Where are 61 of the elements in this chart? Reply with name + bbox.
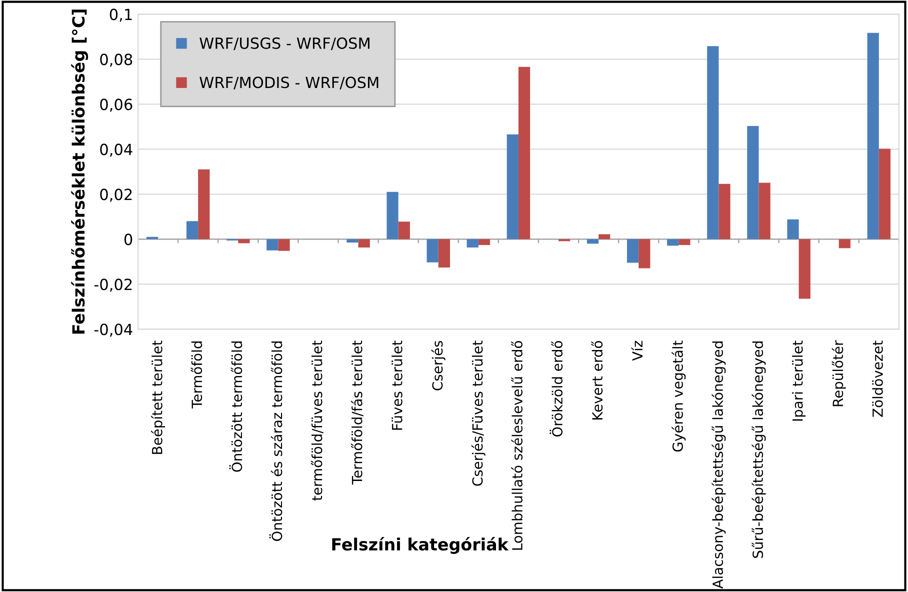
- bar: [386, 192, 398, 240]
- bar: [798, 239, 810, 299]
- bar: [707, 46, 719, 240]
- y-tick-label: -0,02: [94, 278, 132, 292]
- x-tick-label: Termőföld: [190, 342, 202, 409]
- x-tick-label: Ipari terület: [792, 340, 806, 421]
- bar: [438, 239, 450, 268]
- x-tick-label: Lombhullató széleslevelű erdő: [511, 341, 522, 550]
- bar: [506, 134, 518, 240]
- bar: [787, 219, 799, 240]
- x-tick-label: Örökzöld erdő: [550, 341, 563, 437]
- bar: [626, 239, 639, 263]
- x-tick-label: Gyéren vegetált: [672, 340, 686, 452]
- bar: [358, 239, 370, 248]
- bar: [638, 239, 650, 268]
- bar: [466, 239, 478, 248]
- bar: [518, 66, 530, 240]
- bar: [678, 239, 690, 246]
- y-tick-label: 0: [124, 234, 132, 246]
- x-tick-label: Füves terület: [392, 340, 402, 430]
- x-tick-label: Repülőtér: [832, 340, 846, 406]
- x-tick-label: Alacsony-beépítettségű lakónegyed: [712, 342, 726, 589]
- bar: [598, 234, 610, 240]
- y-tick-label: 0,06: [100, 98, 132, 112]
- x-tick-label: Termőföld/fás terület: [351, 340, 364, 485]
- bar: [747, 126, 759, 240]
- y-tick-label: 0,1: [110, 8, 132, 22]
- bar: [238, 239, 250, 244]
- x-axis-title: Felszíni kategóriák: [332, 537, 509, 554]
- x-tick-label: Víz: [631, 340, 642, 361]
- bar: [186, 221, 198, 240]
- y-axis-title: Felszínhőmérséklet különbség [°C]: [71, 10, 88, 334]
- x-tick-label: Öntözött termőföld: [229, 342, 242, 472]
- bar: [878, 148, 891, 240]
- y-tick-label: 0,08: [100, 54, 132, 67]
- bar: [586, 239, 599, 244]
- x-tick-label: Cserjés: [431, 340, 446, 390]
- x-tick-label: Sűrű-beépítettségű lakónegyed: [752, 342, 766, 558]
- bar: [198, 169, 210, 240]
- legend-label: WRF/USGS - WRF/OSM: [200, 37, 370, 50]
- bar: [426, 239, 438, 262]
- bar: [758, 182, 770, 240]
- x-tick-label: Zöldövezet: [872, 340, 883, 417]
- bar: [478, 239, 490, 246]
- y-tick-label: 0,02: [100, 188, 132, 202]
- bar: [718, 184, 730, 240]
- y-tick-label: 0,04: [100, 144, 132, 157]
- bar: [398, 222, 410, 240]
- x-tick-label: Kevert erdő: [591, 341, 603, 420]
- bar: [867, 32, 879, 240]
- x-tick-label: Cserjés/Füves terület: [471, 340, 486, 486]
- bar: [667, 239, 679, 246]
- bar: [266, 239, 278, 250]
- bar: [346, 239, 358, 243]
- x-tick-label: termőföld/füves terület: [310, 340, 324, 501]
- bar: [278, 239, 290, 251]
- x-tick-label: Öntözött és száraz termőföld: [269, 342, 282, 541]
- y-tick-label: -0,04: [94, 324, 132, 337]
- legend-label: WRF/MODIS - WRF/OSM: [200, 76, 378, 90]
- bar: [838, 239, 850, 248]
- x-tick-label: Beépített terület: [151, 340, 166, 454]
